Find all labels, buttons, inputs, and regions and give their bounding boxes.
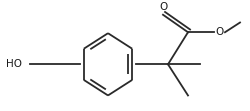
Text: O: O [159,2,167,12]
Text: HO: HO [6,59,22,69]
Text: O: O [216,27,224,37]
